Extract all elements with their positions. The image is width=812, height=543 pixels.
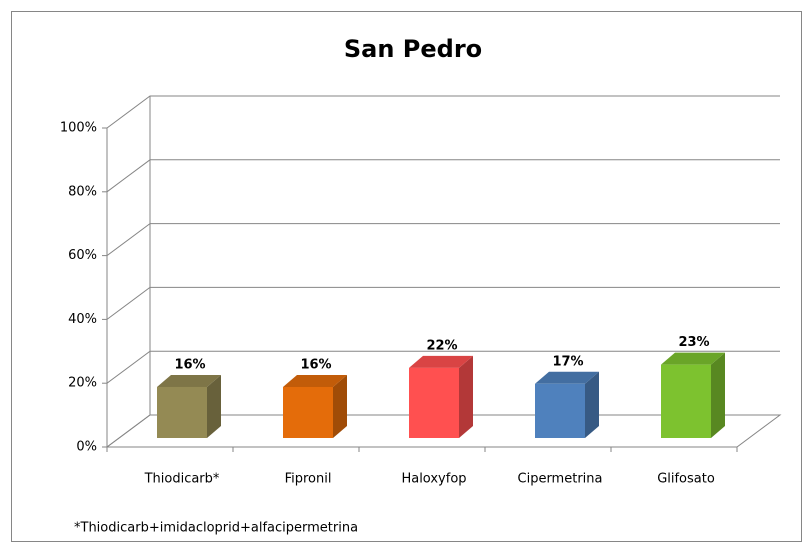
y-tick-label: 20% (68, 376, 97, 391)
value-label: 16% (300, 357, 331, 372)
bar-side (333, 374, 347, 438)
bar (535, 383, 585, 438)
bar-side (711, 352, 725, 438)
bar (409, 367, 459, 438)
bar-side (459, 355, 473, 438)
x-tick-label: Cipermetrina (518, 472, 603, 487)
grid-line (106, 159, 780, 193)
bar (283, 386, 333, 438)
x-tick-label: Fipronil (285, 472, 332, 487)
y-tick-label: 60% (68, 248, 97, 263)
bar-top (157, 374, 221, 387)
chart-title: San Pedro (344, 35, 482, 63)
y-tick-label: 40% (68, 312, 97, 327)
value-label: 22% (426, 338, 457, 353)
y-tick-label: 100% (60, 121, 97, 136)
grid-line (106, 95, 780, 129)
footnote: *Thiodicarb+imidacloprid+alfacipermetrin… (74, 521, 358, 536)
bar-side (207, 374, 221, 438)
bar-top (661, 352, 725, 365)
value-label: 16% (174, 357, 205, 372)
bar-side (585, 371, 599, 438)
bar (157, 386, 207, 438)
bar-top (535, 371, 599, 384)
grid-line (106, 286, 780, 320)
grid-line (106, 223, 780, 257)
grid-line (106, 350, 780, 384)
x-tick-label: Thiodicarb* (144, 472, 220, 487)
chart-border (11, 11, 802, 542)
bar-top (283, 374, 347, 387)
y-tick-label: 0% (76, 440, 97, 455)
y-tick-label: 80% (68, 184, 97, 199)
x-tick-label: Glifosato (657, 472, 715, 487)
value-label: 23% (678, 335, 709, 350)
bar (661, 364, 711, 438)
value-label: 17% (552, 354, 583, 369)
x-tick-label: Haloxyfop (401, 472, 466, 487)
bar-top (409, 355, 473, 368)
